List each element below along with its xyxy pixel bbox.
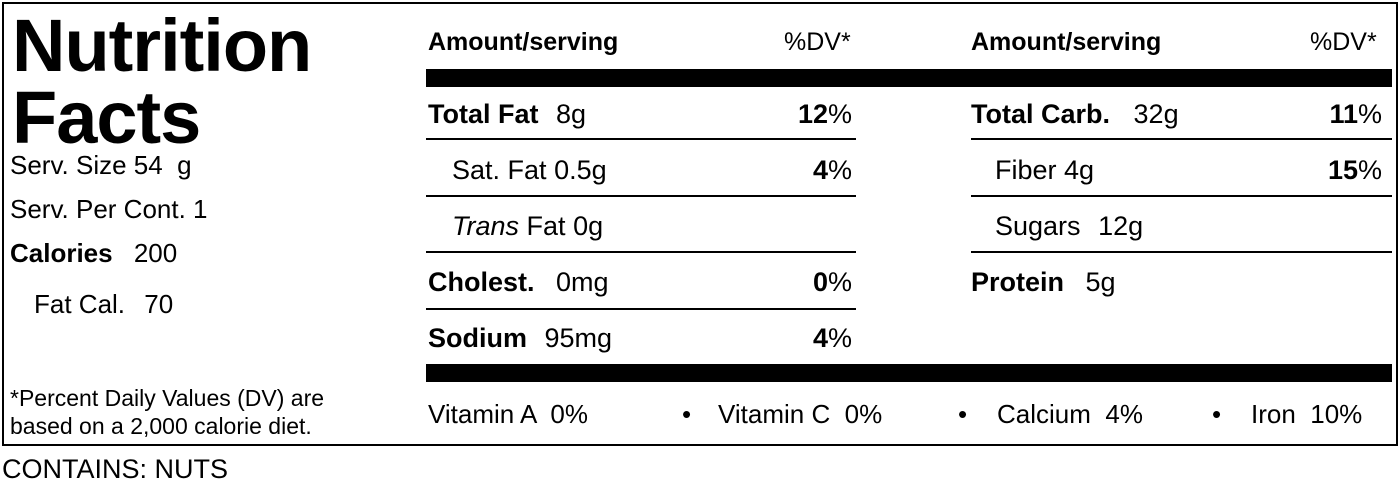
trans-fat-label: Trans (452, 211, 520, 241)
total-carb-label: Total Carb. (971, 99, 1111, 129)
total-fat-dv: 12% (744, 99, 852, 130)
sat-fat-label: Sat. Fat (452, 155, 547, 185)
dv-header-left: %DV* (784, 28, 851, 56)
cholesterol-row: Cholest. 0mg (428, 267, 609, 298)
cholesterol-label: Cholest. (428, 267, 535, 297)
rule (971, 251, 1392, 253)
sat-fat-row: Sat. Fat 0.5g (452, 155, 607, 186)
protein-amount: 5g (1085, 267, 1116, 297)
footnote: *Percent Daily Values (DV) are based on … (10, 384, 324, 440)
total-fat-dv-value: 12 (797, 99, 828, 129)
fiber-dv: 15% (1274, 155, 1382, 186)
total-carb-dv-value: 11 (1329, 99, 1358, 129)
vitamin-c: Vitamin C 0% (718, 399, 883, 429)
sat-fat-dv-value: 4 (812, 155, 828, 185)
title-line-1: Nutrition (12, 4, 312, 87)
total-carb-dv-unit: % (1357, 99, 1382, 129)
bullet: • (1212, 399, 1222, 429)
sodium-row: Sodium 95mg (428, 323, 612, 354)
sugars-row: Sugars 12g (995, 211, 1143, 242)
total-fat-dv-unit: % (827, 99, 852, 129)
sat-fat-dv-unit: % (827, 155, 852, 185)
fiber-dv-value: 15 (1327, 155, 1358, 185)
total-fat-label: Total Fat (428, 99, 539, 129)
servings-per-container-label: Serv. Per Cont. (10, 194, 186, 224)
sat-fat-amount: 0.5g (554, 155, 607, 185)
rule (426, 138, 856, 140)
calories-label: Calories (10, 238, 113, 268)
protein-row: Protein 5g (971, 267, 1116, 298)
serving-size-label: Serv. Size (10, 150, 127, 180)
trans-fat-label-2: Fat (526, 211, 566, 241)
total-carb-dv: 11% (1274, 99, 1382, 130)
sodium-label: Sodium (428, 323, 527, 353)
rule (971, 138, 1392, 140)
nutrition-label: Nutrition Facts Serv. Size 54 g Serv. Pe… (2, 2, 1398, 446)
trans-fat-row: Trans Fat 0g (452, 211, 603, 242)
serving-size: Serv. Size 54 g (10, 150, 192, 181)
cholesterol-dv: 0% (744, 267, 852, 298)
sat-fat-dv: 4% (744, 155, 852, 186)
total-carb-amount: 32g (1133, 99, 1179, 129)
protein-label: Protein (971, 267, 1065, 297)
serving-size-value: 54 g (133, 150, 192, 180)
top-thick-rule (426, 69, 1392, 87)
fat-calories-value: 70 (144, 289, 174, 319)
sodium-dv-unit: % (827, 323, 852, 353)
sodium-dv: 4% (744, 323, 852, 354)
rule (971, 195, 1392, 197)
sugars-label: Sugars (995, 211, 1081, 241)
rule (426, 308, 856, 310)
trans-fat-amount: 0g (573, 211, 604, 241)
rule (426, 251, 856, 253)
servings-per-container: Serv. Per Cont. 1 (10, 194, 208, 225)
vitamin-a: Vitamin A 0% (428, 399, 588, 429)
sodium-amount: 95mg (544, 323, 613, 353)
fiber-amount: 4g (1064, 155, 1095, 185)
fiber-row: Fiber 4g (995, 155, 1094, 186)
cholesterol-dv-unit: % (827, 267, 852, 297)
fiber-label: Fiber (995, 155, 1057, 185)
total-fat-amount: 8g (556, 99, 587, 129)
contains-allergens: CONTAINS: NUTS (2, 454, 229, 484)
servings-per-container-value: 1 (193, 194, 208, 224)
sugars-amount: 12g (1098, 211, 1144, 241)
fat-calories: Fat Cal. 70 (34, 289, 173, 320)
dv-header-right: %DV* (1310, 28, 1377, 56)
sodium-dv-value: 4 (812, 323, 828, 353)
amount-serving-header-right: Amount/serving (971, 28, 1162, 56)
cholesterol-dv-value: 0 (812, 267, 828, 297)
bottom-thick-rule (426, 364, 1392, 382)
nutrition-facts-title: Nutrition Facts (12, 4, 312, 159)
bullet: • (682, 399, 692, 429)
amount-serving-header-left: Amount/serving (428, 28, 619, 56)
calcium: Calcium 4% (997, 399, 1143, 429)
total-carb-row: Total Carb. 32g (971, 99, 1179, 130)
fiber-dv-unit: % (1357, 155, 1382, 185)
rule (426, 195, 856, 197)
calories: Calories 200 (10, 238, 177, 269)
cholesterol-amount: 0mg (556, 267, 609, 297)
title-line-2: Facts (12, 76, 201, 159)
iron: Iron 10% (1251, 399, 1363, 429)
fat-calories-label: Fat Cal. (34, 289, 126, 319)
bullet: • (958, 399, 968, 429)
footnote-line-1: *Percent Daily Values (DV) are (10, 385, 325, 411)
total-fat-row: Total Fat 8g (428, 99, 586, 130)
footnote-line-2: based on a 2,000 calorie diet. (10, 413, 312, 439)
calories-value: 200 (133, 238, 178, 268)
